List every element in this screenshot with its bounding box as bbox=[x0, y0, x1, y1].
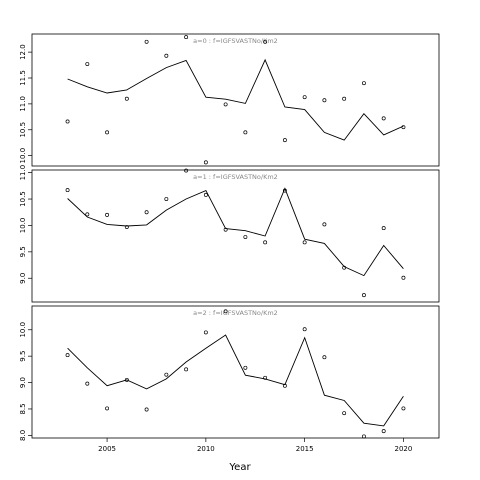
observed-point bbox=[85, 212, 90, 217]
observed-point bbox=[203, 330, 208, 335]
observed-point bbox=[263, 39, 268, 44]
panel-frame bbox=[31, 169, 440, 303]
observed-point bbox=[164, 53, 169, 58]
observed-point bbox=[184, 367, 189, 372]
x-tick-label: 2020 bbox=[395, 445, 413, 453]
panel-label: a=0 : f=IGFSVASTNo/Km2 bbox=[193, 37, 278, 45]
observed-point bbox=[223, 102, 228, 107]
x-tick-label: 2015 bbox=[296, 445, 314, 453]
observed-point bbox=[124, 225, 129, 229]
x-axis-label: Year bbox=[228, 462, 251, 473]
observed-point bbox=[243, 130, 248, 135]
panel-0: a=0 : f=IGFSVASTNo/Km2 10.0 10.5 11.0 11.5 12… bbox=[19, 33, 440, 167]
observed-point bbox=[401, 406, 406, 411]
y-tick-label: 9.5 bbox=[19, 351, 27, 362]
y-tick-label: 10.0 bbox=[19, 322, 27, 338]
observed-point bbox=[322, 222, 327, 227]
y-tick-label: 11.0 bbox=[19, 96, 27, 112]
observed-point bbox=[223, 227, 228, 232]
observed-point bbox=[243, 365, 248, 370]
observed-point bbox=[263, 375, 268, 380]
y-tick-label: 8.5 bbox=[19, 403, 27, 414]
observed-point bbox=[85, 381, 90, 386]
y-tick-label: 9.0 bbox=[19, 377, 27, 388]
y-tick-label: 8.0 bbox=[19, 430, 27, 441]
observed-point bbox=[223, 309, 228, 314]
panel-frame bbox=[31, 305, 440, 439]
y-tick-label: 10.0 bbox=[19, 148, 27, 164]
observed-point bbox=[322, 355, 327, 360]
panel-frame bbox=[31, 33, 440, 167]
observed-point bbox=[144, 210, 149, 215]
fitted-line bbox=[67, 187, 404, 277]
y-tick-label: 10.5 bbox=[19, 122, 27, 138]
observed-point bbox=[401, 275, 406, 280]
observed-point bbox=[342, 411, 347, 416]
y-tick-label: 9.5 bbox=[19, 246, 27, 257]
observed-point bbox=[65, 353, 70, 358]
fitted-line bbox=[67, 58, 404, 141]
observed-point bbox=[203, 160, 208, 165]
observed-point bbox=[203, 192, 208, 197]
observed-point bbox=[302, 240, 307, 245]
fitted-line bbox=[67, 334, 404, 427]
observed-point bbox=[282, 383, 287, 388]
observed-point bbox=[105, 406, 110, 411]
y-tick-label: 12.0 bbox=[19, 44, 27, 60]
observed-point bbox=[105, 130, 110, 135]
observed-point bbox=[105, 212, 110, 217]
x-tick-label: 2010 bbox=[197, 445, 215, 453]
y-tick-label: 11.5 bbox=[19, 70, 27, 86]
panels-group: a=0 : f=IGFSVASTNo/Km2 10.0 10.5 11.0 11.5 12… bbox=[19, 33, 440, 441]
y-tick-label: 10.5 bbox=[19, 191, 27, 207]
observed-point bbox=[184, 168, 189, 173]
observed-point bbox=[361, 293, 366, 298]
panel-label: a=1 : f=IGFSVASTNo/Km2 bbox=[193, 173, 278, 181]
observed-point bbox=[302, 95, 307, 100]
observed-point bbox=[144, 407, 149, 412]
observed-point bbox=[243, 235, 248, 240]
observed-point bbox=[381, 429, 386, 434]
observed-point bbox=[342, 265, 347, 270]
observed-point bbox=[361, 434, 366, 439]
observed-point bbox=[144, 39, 149, 44]
x-axis: 2005 2010 2015 2020 bbox=[98, 438, 412, 453]
observed-point bbox=[302, 327, 307, 332]
y-tick-label: 11.0 bbox=[19, 165, 27, 181]
observed-point bbox=[381, 226, 386, 231]
observed-point bbox=[164, 372, 169, 377]
observed-point bbox=[65, 119, 70, 124]
y-tick-label: 9.0 bbox=[19, 273, 27, 284]
observed-point bbox=[342, 96, 347, 101]
observed-point bbox=[263, 240, 268, 245]
observed-point bbox=[184, 35, 189, 40]
observed-point bbox=[401, 125, 406, 130]
observed-point bbox=[164, 197, 169, 201]
observed-point bbox=[322, 98, 327, 103]
observed-point bbox=[65, 188, 70, 193]
observed-point bbox=[381, 116, 386, 121]
observed-point bbox=[282, 188, 287, 193]
observed-point bbox=[124, 96, 129, 101]
x-tick-label: 2005 bbox=[98, 445, 116, 453]
y-tick-label: 10.0 bbox=[19, 218, 27, 234]
panel-2: a=2 : f=IGFSVASTNo/Km2 8.0 8.5 9.0 9.5 10.0 bbox=[19, 305, 440, 441]
observed-point bbox=[282, 138, 287, 143]
panel-1: a=1 : f=IGFSVASTNo/Km2 9.0 9.5 10.0 10.5 11.0 bbox=[19, 165, 440, 303]
observed-point bbox=[361, 81, 366, 86]
observed-point bbox=[124, 377, 129, 382]
observed-point bbox=[85, 62, 90, 66]
panel-label: a=2 : f=IGFSVASTNo/Km2 bbox=[193, 309, 278, 317]
